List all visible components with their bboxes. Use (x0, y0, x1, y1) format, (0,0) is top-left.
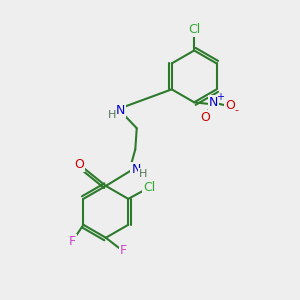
Text: H: H (107, 110, 116, 120)
Text: N: N (208, 96, 218, 109)
Text: Cl: Cl (143, 181, 156, 194)
Text: N: N (131, 163, 141, 176)
Text: -: - (235, 105, 239, 115)
Text: O: O (74, 158, 84, 171)
Text: +: + (216, 92, 224, 102)
Text: O: O (200, 111, 210, 124)
Text: O: O (225, 99, 235, 112)
Text: Cl: Cl (188, 23, 200, 36)
Text: F: F (69, 236, 76, 248)
Text: N: N (116, 104, 125, 117)
Text: H: H (139, 169, 147, 179)
Text: F: F (120, 244, 127, 257)
